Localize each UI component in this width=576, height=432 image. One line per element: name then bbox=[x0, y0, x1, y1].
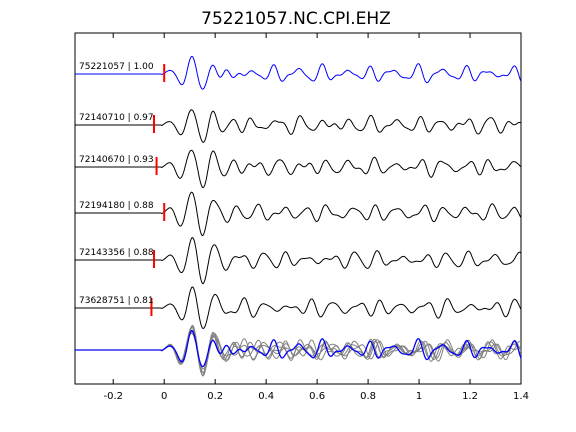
traces-layer bbox=[75, 56, 522, 330]
trace-1 bbox=[75, 56, 522, 90]
x-tick-label: 0.6 bbox=[309, 391, 325, 402]
stack-layer bbox=[75, 324, 522, 377]
stack-reference bbox=[75, 330, 522, 368]
trace-5 bbox=[75, 237, 522, 285]
trace-6 bbox=[75, 286, 522, 330]
x-tick-label: 0 bbox=[161, 391, 167, 402]
x-axis: -0.2 0 0.2 0.4 0.6 0.8 1 1.2 1.4 bbox=[103, 33, 529, 402]
x-tick-label: 1.2 bbox=[462, 391, 478, 402]
trace-4 bbox=[75, 191, 522, 237]
picks-layer bbox=[150, 64, 166, 316]
x-tick-label: 1 bbox=[416, 391, 422, 402]
trace-label-1: 75221057 | 1.00 bbox=[79, 62, 154, 72]
x-tick-label: 0.2 bbox=[207, 391, 223, 402]
trace-label-4: 72194180 | 0.88 bbox=[79, 201, 154, 211]
labels-layer: 75221057 | 1.00 72140710 | 0.97 72140670 |… bbox=[79, 62, 154, 306]
trace-2 bbox=[75, 109, 522, 143]
chart-title: 75221057.NC.CPI.EHZ bbox=[201, 9, 391, 29]
plot-frame bbox=[74, 32, 522, 385]
x-tick-label: 1.4 bbox=[513, 391, 529, 402]
trace-label-5: 72143356 | 0.88 bbox=[79, 248, 154, 258]
x-tick-label: 0.4 bbox=[258, 391, 274, 402]
trace-label-6: 73628751 | 0.81 bbox=[79, 296, 154, 306]
x-tick-label: 0.8 bbox=[360, 391, 376, 402]
trace-label-3: 72140670 | 0.93 bbox=[79, 155, 154, 165]
trace-label-2: 72140710 | 0.97 bbox=[79, 113, 154, 123]
trace-3 bbox=[75, 149, 522, 189]
x-tick-label: -0.2 bbox=[103, 391, 123, 402]
